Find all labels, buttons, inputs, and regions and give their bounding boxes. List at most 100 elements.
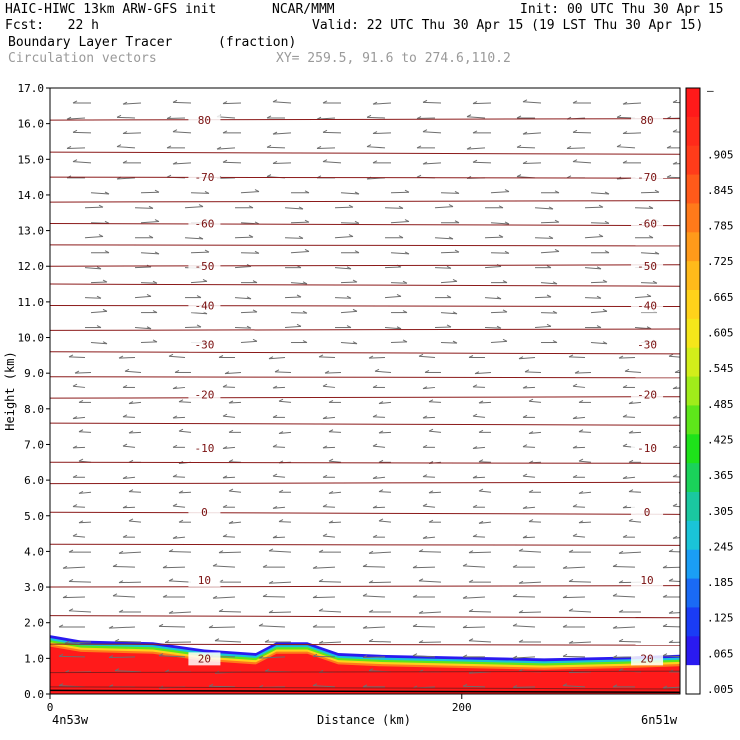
vector-head [646,293,652,297]
circulation-vector [222,446,236,450]
pressure-level-line [50,396,680,399]
vector-head [372,414,378,418]
vector-head [616,114,622,118]
vector-head [398,205,404,209]
isotherm-label-bg [631,442,664,456]
vector-head [74,370,80,374]
vector-head [272,505,278,509]
circulation-vector [340,310,358,314]
vector-head [128,430,134,434]
y-tick-label: 9.0 [24,367,44,380]
circulation-vector [134,207,154,209]
vector-head [222,446,228,449]
vector-head [422,386,428,390]
isotherm-label-bg [188,260,221,274]
vector-head [474,371,480,375]
vector-head [146,326,152,330]
vector-head [254,250,260,254]
circulation-vector [572,385,586,388]
vector-head [404,251,410,255]
vector-head [168,353,174,357]
isotherm-label-bg [188,506,221,520]
circulation-vector [528,431,542,435]
circulation-vector [384,327,402,330]
vector-head [618,355,624,359]
circulation-vector [318,641,342,644]
y-tick-label: 17.0 [18,82,45,95]
circulation-vector [516,146,536,149]
circulation-vector [178,491,192,494]
vector-head [318,640,324,644]
circulation-vector [68,580,92,583]
vector-head [572,383,578,387]
init-time: Init: 00 UTC Thu 30 Apr 15 [520,2,724,17]
colorbar-swatch [686,290,700,320]
circulation-vector [378,520,392,523]
vector-head [578,458,584,462]
pressure-level-line [50,200,680,203]
circulation-vector [462,685,486,688]
vector-head [668,610,674,614]
circulation-vector [90,281,108,284]
circulation-vector [628,401,642,405]
isotherm-label-left: -60 [194,217,214,230]
vector-head [372,160,378,164]
vector-head [446,295,452,299]
field-name: Boundary Layer Tracer [8,35,173,50]
vector-head [454,249,460,253]
vector-head [324,370,330,374]
circulation-vector [518,581,542,584]
vector-head [122,476,128,479]
circulation-vector [666,176,680,179]
vector-head [646,326,652,330]
circulation-vector [562,566,586,569]
circulation-vector [572,131,592,134]
circulation-vector [590,310,608,314]
vector-head [596,266,602,270]
vector-head [218,550,224,554]
y-tick-label: 3.0 [24,581,44,594]
circulation-vector [268,611,292,614]
vector-head [378,459,384,463]
circulation-vector [422,131,442,134]
vector-head [705,250,709,252]
circulation-vector [272,506,286,509]
circulation-vector [140,191,160,194]
vector-head [422,503,428,507]
vector-head [362,564,368,567]
circulation-vector [322,535,336,538]
circulation-vector [468,640,492,643]
vector-head [604,220,610,224]
vector-head [596,295,602,299]
vector-head [602,341,608,345]
colorbar-swatch [686,463,700,493]
vector-head [264,668,270,672]
vector-head [552,281,558,285]
colorbar-label: .185 [707,576,734,589]
vector-head [268,610,274,614]
isotherm-label-bg [631,506,664,520]
vector-head [528,489,534,493]
circulation-vector [90,310,108,314]
vector-head [496,325,502,329]
vector-head [228,459,234,463]
circulation-vector [412,625,436,628]
vector-head [168,578,174,582]
isotherm-label-bg [631,338,664,352]
vector-head [72,383,78,387]
isotherm-label-left: 80 [198,114,211,127]
vector-head [654,251,660,255]
vector-head [666,174,672,178]
circulation-vector [618,356,636,359]
circulation-vector [78,521,92,524]
circulation-vector [278,431,292,435]
vector-head [114,668,120,672]
circulation-vector [374,370,392,373]
circulation-vector [490,222,510,225]
circulation-vector [578,521,592,524]
circulation-vector [284,325,302,329]
circulation-vector [390,221,410,224]
vector-head [222,384,228,388]
vector-head [624,368,630,372]
vector-head [172,129,178,133]
